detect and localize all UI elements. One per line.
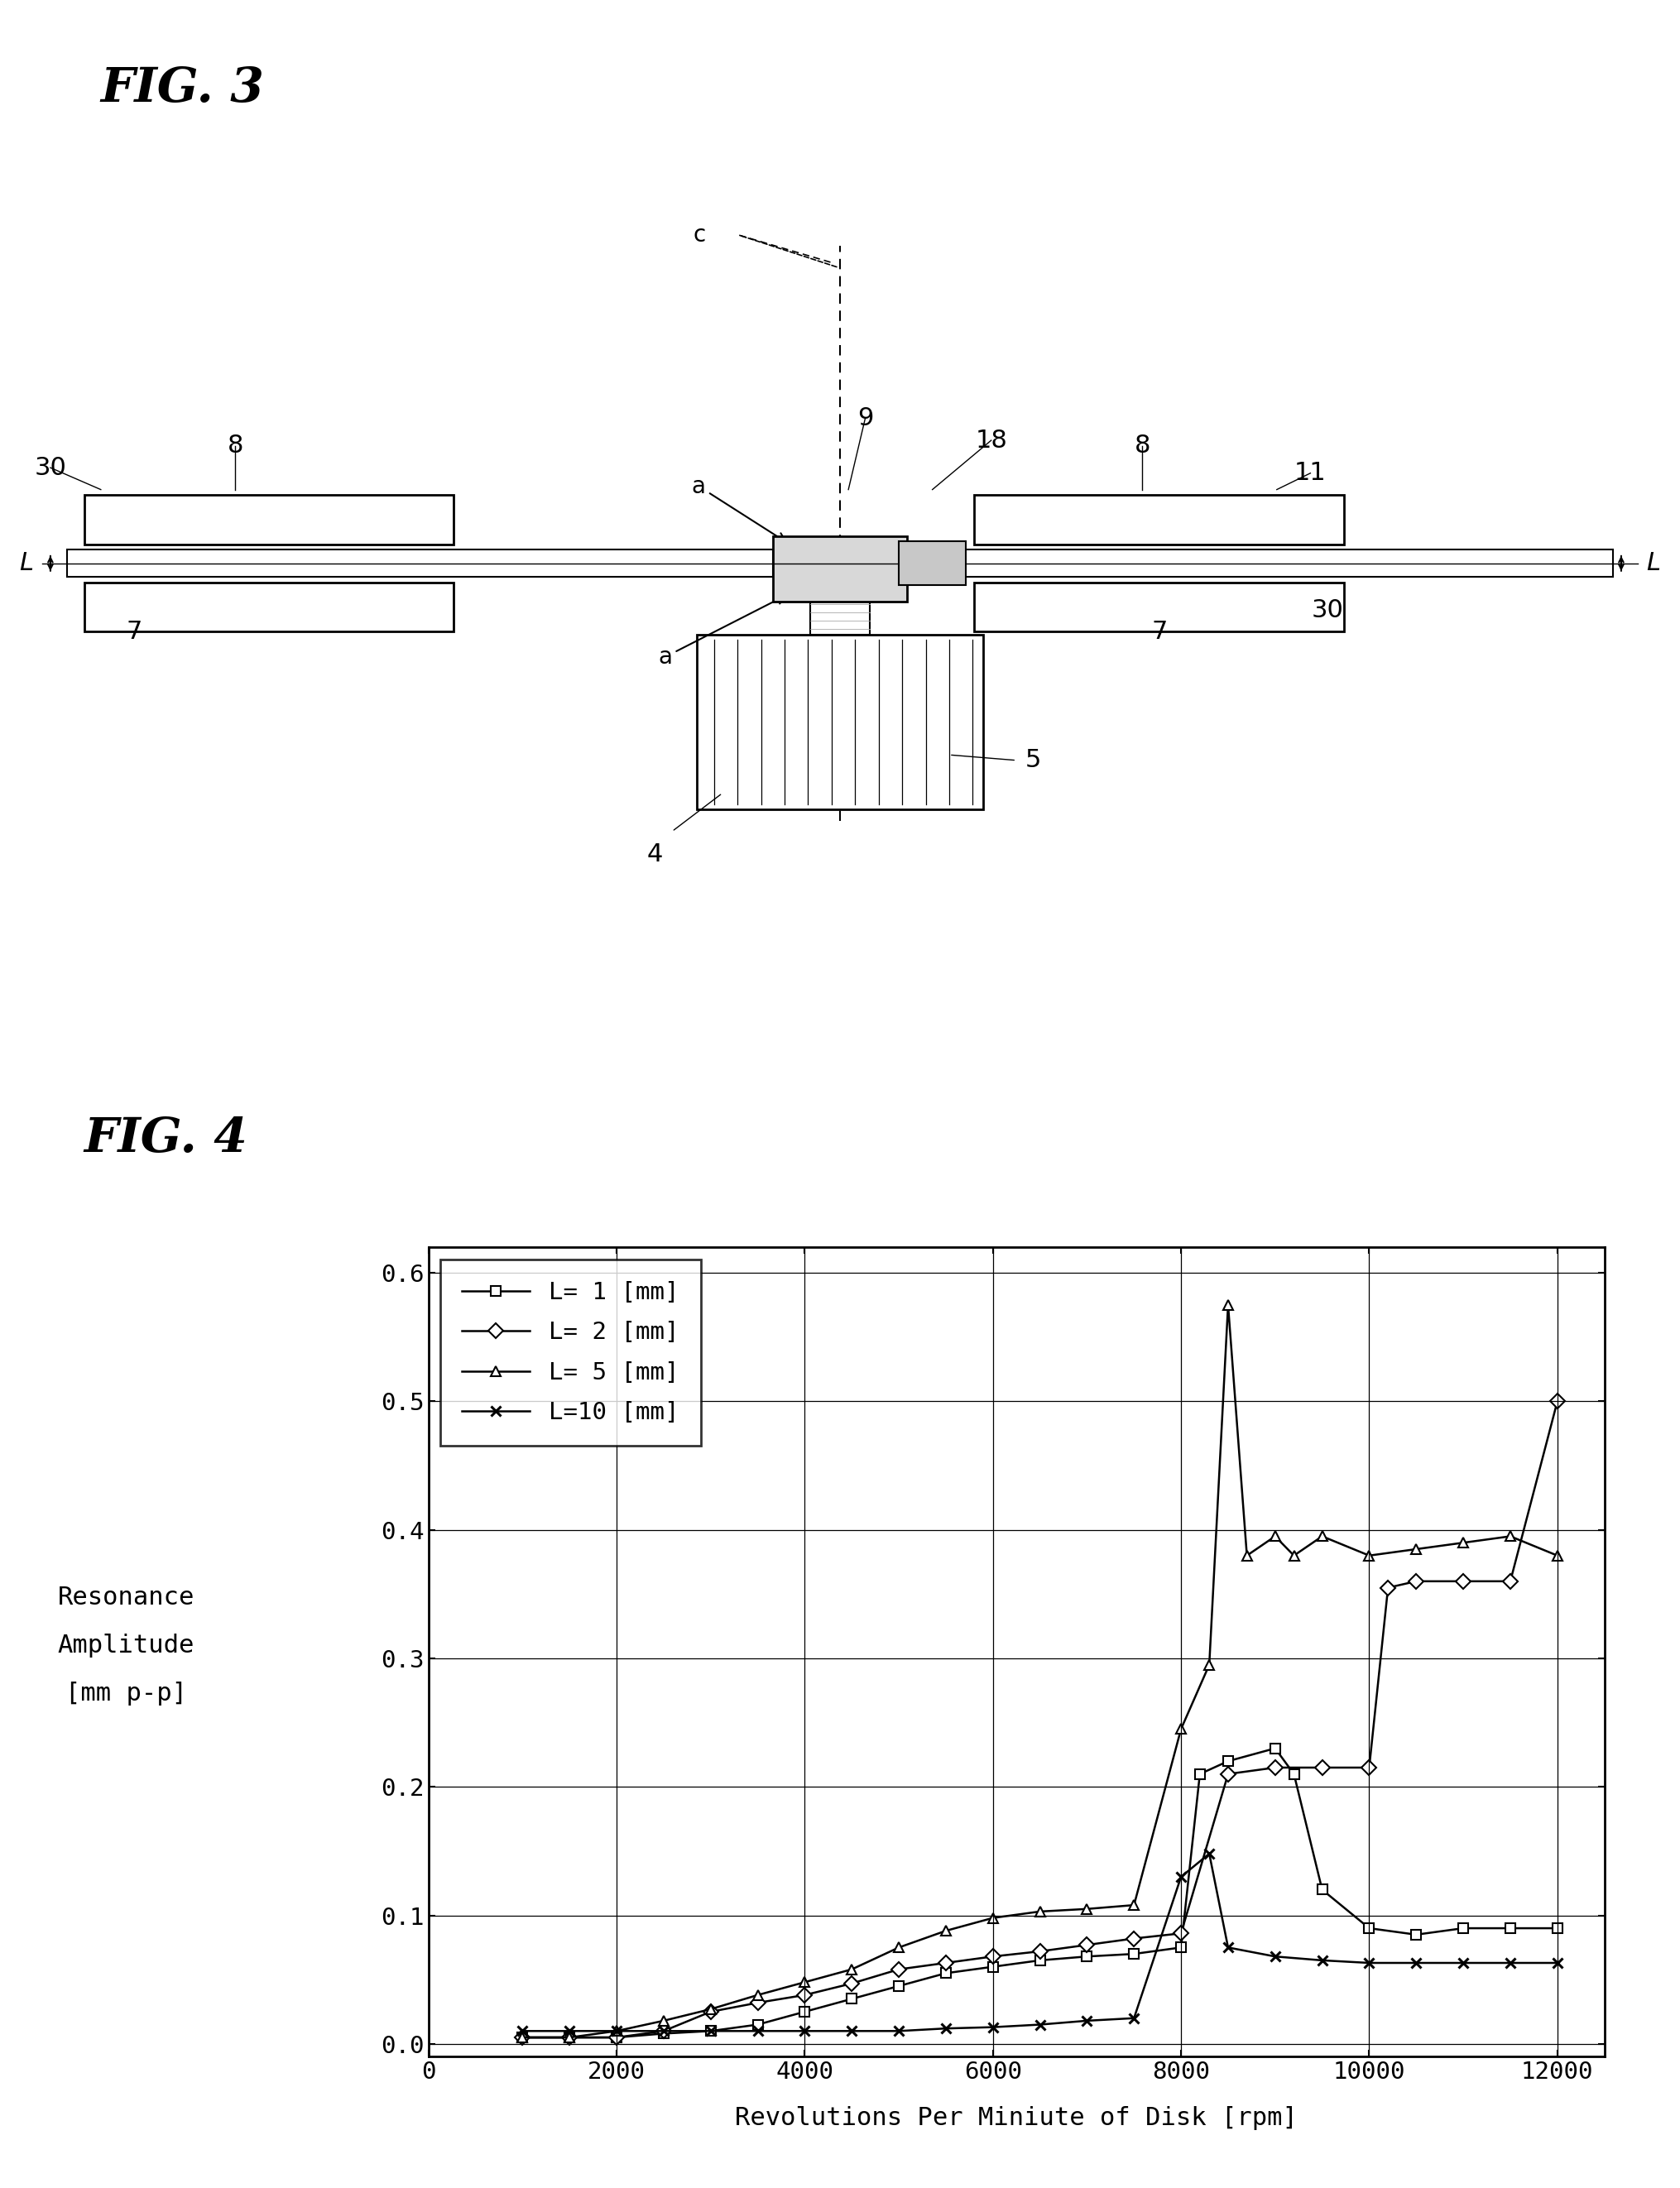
Text: 9: 9: [857, 407, 874, 431]
Text: a: a: [692, 475, 786, 543]
Text: 7: 7: [1151, 619, 1168, 643]
Bar: [84, 494, 454, 545]
Text: [mm p-p]: [mm p-p]: [66, 1683, 186, 1704]
Text: 30: 30: [34, 455, 67, 479]
Text: Revolutions Per Miniute of Disk [rpm]: Revolutions Per Miniute of Disk [rpm]: [736, 2107, 1297, 2129]
Text: Amplitude: Amplitude: [57, 1634, 195, 1656]
Bar: [84, 582, 454, 632]
Bar: [907, 549, 1613, 578]
Text: FIG. 4: FIG. 4: [84, 1116, 247, 1162]
Legend: L= 1 [mm], L= 2 [mm], L= 5 [mm], L=10 [mm]: L= 1 [mm], L= 2 [mm], L= 5 [mm], L=10 [m…: [440, 1260, 701, 1446]
Text: 30: 30: [1310, 597, 1344, 621]
Text: FIG. 3: FIG. 3: [101, 66, 264, 112]
Bar: [899, 540, 966, 584]
Text: a: a: [659, 595, 786, 670]
Text: 18: 18: [974, 429, 1008, 453]
Text: 7: 7: [126, 619, 143, 643]
Bar: [974, 494, 1344, 545]
Text: 4: 4: [647, 842, 664, 866]
Text: 8: 8: [1134, 433, 1151, 457]
Text: c: c: [692, 223, 706, 247]
Bar: [773, 536, 907, 602]
Text: L: L: [1646, 551, 1660, 575]
Text: 8: 8: [227, 433, 244, 457]
Text: Resonance: Resonance: [57, 1586, 195, 1608]
Bar: [697, 635, 983, 810]
Text: L: L: [20, 551, 34, 575]
Text: 11: 11: [1294, 462, 1327, 486]
Bar: [810, 591, 870, 635]
Bar: [974, 582, 1344, 632]
Text: 5: 5: [1025, 748, 1042, 772]
Bar: [67, 549, 773, 578]
